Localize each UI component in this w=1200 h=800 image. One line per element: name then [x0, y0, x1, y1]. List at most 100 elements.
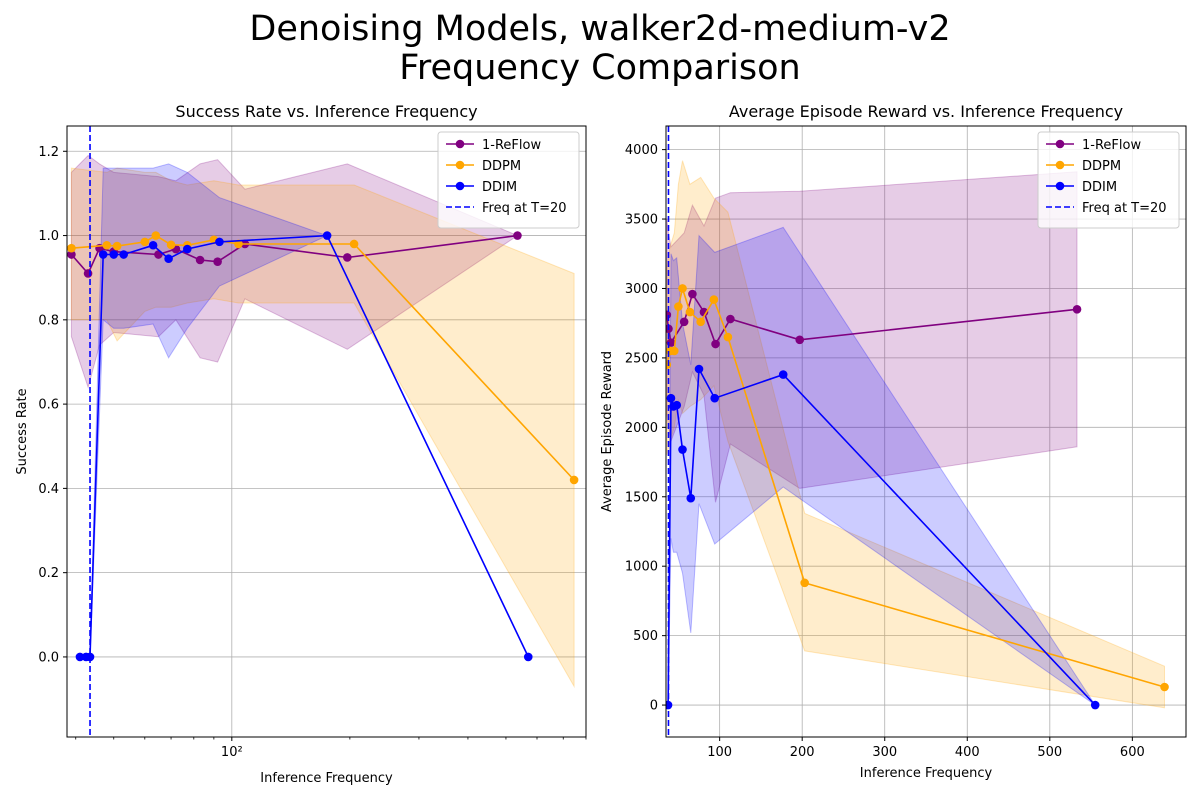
chart-2: 100 200 300 400 500 600 0 500 1000 1500 2000 2500 30… [600, 102, 1187, 781]
legend-marker [455, 181, 465, 191]
y-tick-label: 0.8 [38, 313, 59, 328]
legend-label: 1-ReFlow [482, 138, 541, 153]
data-point [213, 257, 222, 266]
y-axis-label: Success Rate [15, 388, 30, 474]
legend-marker [1055, 160, 1065, 170]
y-tick-label: 0.4 [38, 482, 59, 497]
series-line [666, 292, 1078, 346]
data-point [322, 231, 332, 240]
confidence-band [70, 154, 519, 390]
y-tick-label: 0.6 [38, 398, 59, 413]
data-point [148, 240, 158, 250]
data-point [513, 231, 522, 240]
data-point [672, 400, 682, 410]
data-point [696, 317, 705, 327]
data-point [1072, 305, 1082, 314]
x-tick-label: 600 [1120, 745, 1145, 760]
data-point [688, 289, 697, 299]
figure-title-line1: Denoising Models, walker2d-medium-v2 [249, 9, 951, 49]
data-point [85, 652, 95, 662]
figure-title: Denoising Models, walker2d-medium-v2 Fre… [0, 10, 1200, 88]
data-point [669, 346, 679, 356]
data-point [1090, 700, 1100, 710]
data-point [109, 250, 119, 259]
x-axis-label: Inference Frequency [260, 771, 393, 786]
legend-marker [1055, 139, 1065, 149]
plot-area [666, 126, 1169, 737]
data-point [726, 314, 735, 324]
legend: 1-ReFlow DDPM DDIM Freq at T=20 [1037, 131, 1180, 229]
legend-marker [455, 139, 465, 149]
data-point [666, 360, 672, 370]
data-point [709, 295, 719, 304]
legend-label: DDIM [1082, 180, 1117, 195]
y-axis-label: Average Episode Reward [600, 351, 615, 512]
data-point [215, 237, 224, 247]
y-tick-label: 4000 [625, 143, 658, 158]
chart-title: Average Episode Reward vs. Inference Fre… [729, 102, 1123, 121]
data-point [710, 393, 719, 403]
legend-label: 1-ReFlow [1082, 138, 1141, 153]
legend-marker [455, 160, 465, 170]
legend: 1-ReFlow DDPM DDIM Freq at T=20 [437, 131, 580, 229]
data-point [166, 240, 176, 250]
chart-title: Success Rate vs. Inference Frequency [175, 102, 477, 121]
axes-frame [66, 125, 587, 738]
data-point [67, 243, 76, 253]
data-point [674, 302, 683, 311]
legend-label: DDPM [482, 159, 521, 174]
legend-label: DDIM [482, 180, 517, 195]
y-tick-label: 500 [633, 629, 658, 644]
data-point [679, 317, 689, 327]
legend-label: Freq at T=20 [1082, 201, 1167, 216]
data-point [102, 240, 112, 250]
y-tick-label: 2000 [625, 421, 658, 436]
data-point [678, 445, 687, 454]
data-point [678, 284, 687, 293]
data-point [342, 253, 352, 262]
data-point [112, 241, 122, 251]
data-point [694, 364, 704, 374]
y-tick-label: 0.0 [38, 650, 59, 665]
data-point [686, 493, 696, 503]
data-point [151, 231, 161, 240]
legend-label: Freq at T=20 [482, 201, 567, 216]
x-tick-label: 400 [955, 745, 980, 760]
x-tick-label: 10² [221, 745, 243, 760]
data-point [75, 652, 85, 662]
data-point [98, 250, 108, 259]
y-tick-label: 2500 [625, 351, 658, 366]
confidence-band [666, 171, 1078, 503]
x-tick-label: 200 [790, 745, 815, 760]
x-tick-label: 100 [707, 745, 732, 760]
legend-box [1037, 131, 1180, 229]
x-tick-label: 500 [1037, 745, 1062, 760]
y-tick-label: 1500 [625, 490, 658, 505]
data-point [67, 250, 76, 259]
data-point [182, 244, 192, 254]
data-point [349, 239, 359, 249]
figure-title-line2: Frequency Comparison [399, 48, 801, 88]
x-tick-label: 300 [872, 745, 897, 760]
data-point [711, 339, 720, 349]
data-point [666, 310, 672, 320]
data-point [569, 475, 579, 485]
data-point [140, 237, 150, 247]
legend-label: DDPM [1082, 159, 1121, 174]
data-point [685, 307, 695, 317]
y-tick-label: 3500 [625, 213, 658, 228]
data-point [83, 269, 93, 278]
data-point [795, 335, 805, 345]
data-point [1160, 682, 1169, 692]
data-point [234, 239, 243, 249]
data-point [800, 578, 809, 588]
x-axis-label: Inference Frequency [860, 766, 993, 781]
axes-frame [665, 125, 1187, 738]
y-tick-label: 3000 [625, 282, 658, 297]
legend-marker [1055, 181, 1065, 191]
y-tick-label: 1000 [625, 560, 658, 575]
y-tick-label: 0 [650, 699, 658, 714]
y-tick-label: 0.2 [38, 566, 59, 581]
data-point [164, 254, 173, 264]
